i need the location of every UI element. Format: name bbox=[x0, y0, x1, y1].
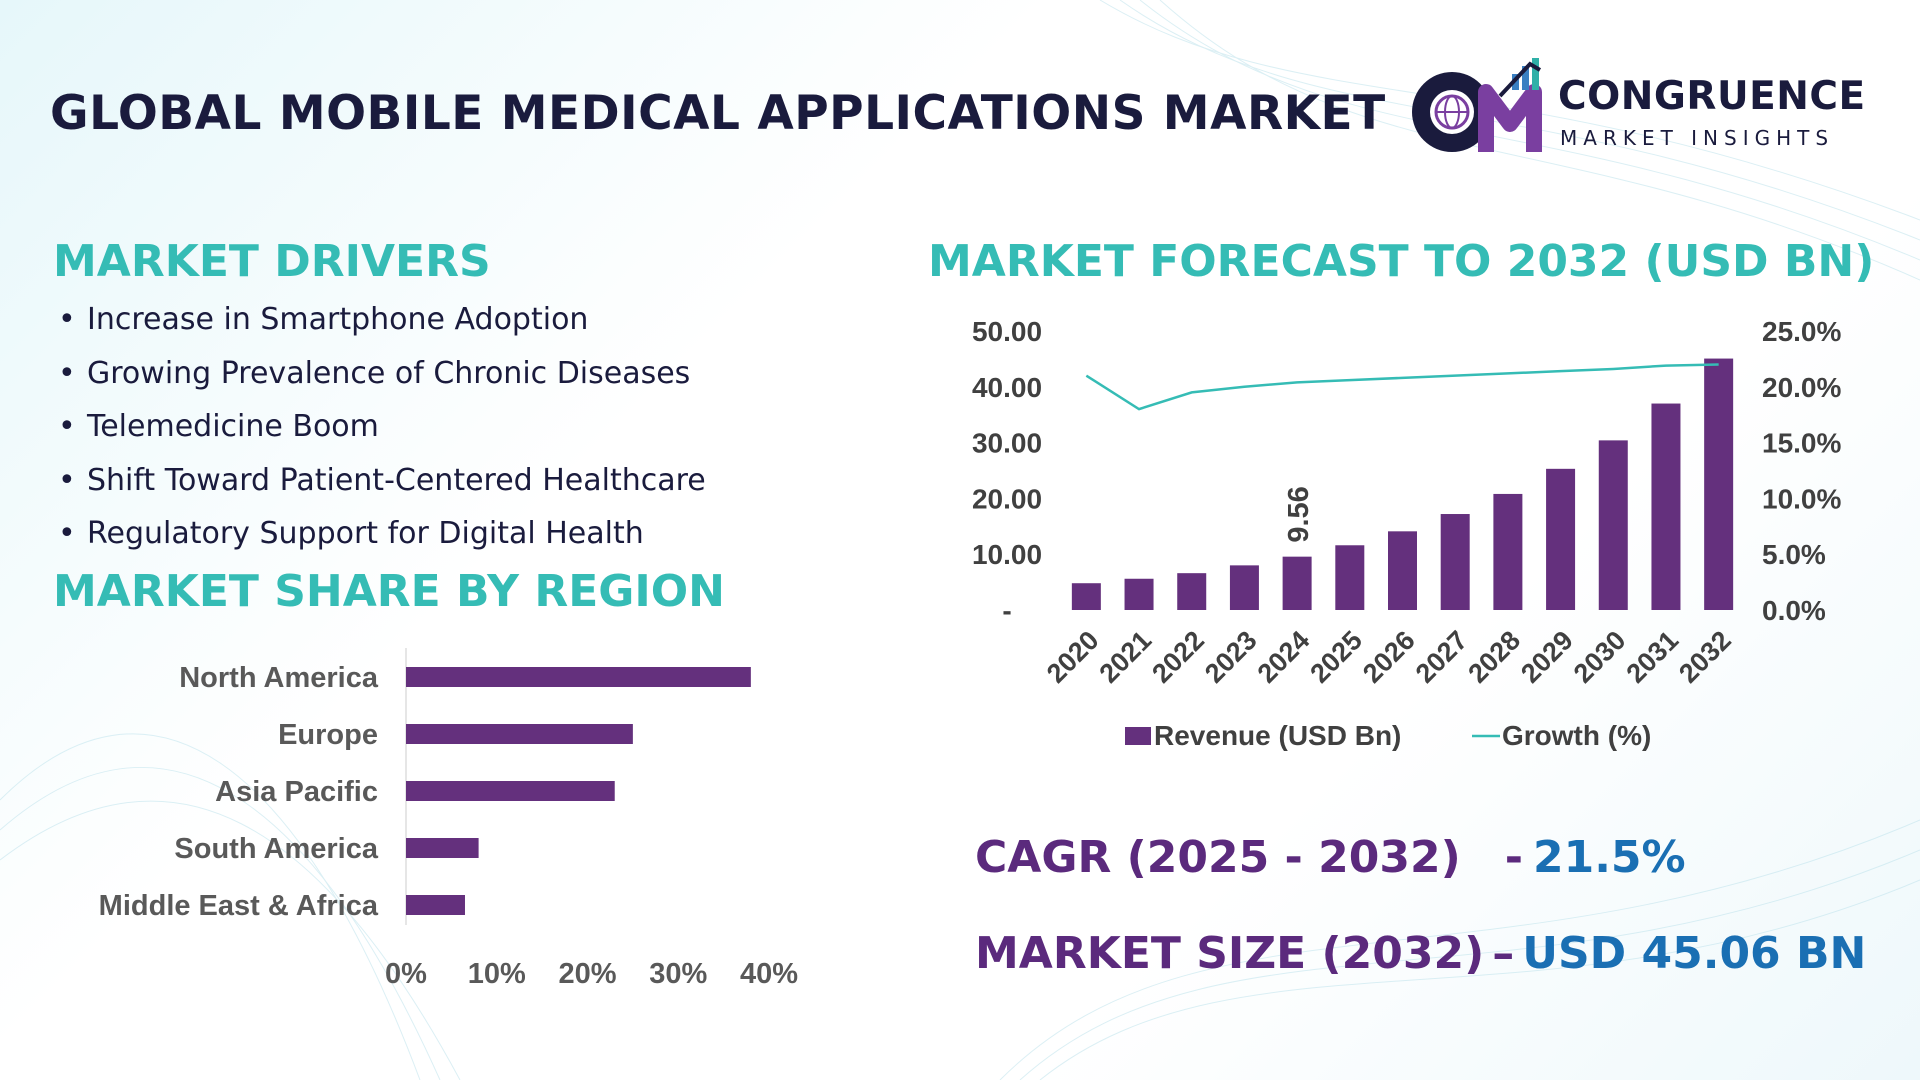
forecast-right-tick: 10.0% bbox=[1762, 483, 1841, 514]
list-item: • Regulatory Support for Digital Health bbox=[58, 516, 644, 551]
forecast-x-label: 2032 bbox=[1673, 625, 1737, 689]
forecast-bar bbox=[1335, 545, 1365, 610]
region-category-label: North America bbox=[179, 662, 379, 694]
forecast-x-label: 2021 bbox=[1094, 625, 1158, 689]
forecast-x-label: 2030 bbox=[1568, 625, 1632, 689]
page-title: GLOBAL MOBILE MEDICAL APPLICATIONS MARKE… bbox=[50, 86, 1386, 141]
forecast-bar bbox=[1546, 468, 1576, 610]
forecast-x-label: 2022 bbox=[1146, 625, 1210, 689]
region-category-label: South America bbox=[174, 833, 378, 865]
region-x-tick: 40% bbox=[740, 958, 798, 990]
forecast-right-tick: 20.0% bbox=[1762, 372, 1841, 403]
forecast-bar bbox=[1704, 358, 1734, 610]
drivers-heading: MARKET DRIVERS bbox=[53, 236, 491, 287]
forecast-bar bbox=[1388, 531, 1417, 610]
forecast-bar bbox=[1124, 578, 1154, 610]
forecast-x-label: 2031 bbox=[1621, 625, 1685, 689]
cagr-value: 21.5% bbox=[1532, 832, 1686, 883]
forecast-x-label: 2020 bbox=[1041, 625, 1105, 689]
forecast-x-label: 2026 bbox=[1357, 625, 1421, 689]
forecast-x-label: 2023 bbox=[1199, 625, 1263, 689]
region-bar bbox=[406, 724, 633, 744]
forecast-left-tick: 20.00 bbox=[972, 483, 1042, 514]
region-x-tick: 20% bbox=[558, 958, 616, 990]
legend-bar-swatch bbox=[1125, 727, 1151, 745]
list-item: • Telemedicine Boom bbox=[58, 409, 379, 444]
region-bar bbox=[406, 781, 615, 801]
market-size-kpi: MARKET SIZE (2032) – USD 45.06 BN bbox=[975, 928, 1867, 979]
forecast-x-label: 2029 bbox=[1515, 625, 1579, 689]
forecast-left-tick: 10.00 bbox=[972, 539, 1042, 570]
forecast-left-tick: 50.00 bbox=[972, 316, 1042, 347]
cagr-label: CAGR (2025 - 2032) bbox=[975, 832, 1461, 883]
forecast-right-tick: 25.0% bbox=[1762, 316, 1841, 347]
forecast-left-tick: - bbox=[1002, 595, 1011, 626]
forecast-data-label: 9.56 bbox=[1283, 486, 1315, 542]
list-item: • Shift Toward Patient-Centered Healthcar… bbox=[58, 462, 706, 498]
forecast-bar bbox=[1493, 493, 1523, 610]
brand-tagline: MARKET INSIGHTS bbox=[1560, 126, 1835, 150]
region-heading: MARKET SHARE BY REGION bbox=[53, 566, 725, 617]
region-bar bbox=[406, 895, 465, 915]
brand-name: CONGRUENCE bbox=[1558, 74, 1866, 119]
forecast-x-label: 2024 bbox=[1252, 625, 1316, 689]
region-bar bbox=[406, 667, 751, 687]
growth-line bbox=[1085, 363, 1719, 411]
list-item: • Increase in Smartphone Adoption bbox=[58, 302, 589, 337]
cm-globe-chart-logo-icon bbox=[1412, 58, 1542, 152]
drivers-list: • Increase in Smartphone Adoption • Growin… bbox=[58, 300, 706, 568]
legend-growth-label: Growth (%) bbox=[1502, 720, 1651, 751]
forecast-chart: - 10.00 20.00 30.00 40.00 50.00 0.0% 5.0% 10.0% 1… bbox=[972, 316, 1842, 751]
forecast-left-tick: 40.00 bbox=[972, 372, 1042, 403]
region-category-label: Asia Pacific bbox=[215, 776, 378, 808]
forecast-bar bbox=[1651, 403, 1681, 610]
forecast-bar bbox=[1440, 514, 1470, 610]
forecast-bar bbox=[1071, 583, 1101, 610]
brand-logo bbox=[1412, 58, 1542, 152]
forecast-right-tick: 15.0% bbox=[1762, 428, 1841, 459]
region-x-tick: 0% bbox=[385, 958, 427, 990]
region-x-tick: 30% bbox=[649, 958, 707, 990]
forecast-bar bbox=[1282, 556, 1312, 610]
region-category-label: Middle East & Africa bbox=[99, 890, 379, 922]
forecast-bar bbox=[1229, 565, 1259, 610]
forecast-bar bbox=[1177, 573, 1207, 610]
region-bar bbox=[406, 838, 479, 858]
forecast-right-tick: 0.0% bbox=[1762, 595, 1826, 626]
forecast-right-tick: 5.0% bbox=[1762, 539, 1826, 570]
region-x-tick: 10% bbox=[468, 958, 526, 990]
cagr-kpi: CAGR (2025 - 2032) -21.5% bbox=[975, 832, 1686, 883]
list-item: • Growing Prevalence of Chronic Diseases bbox=[58, 355, 691, 391]
forecast-x-label: 2025 bbox=[1304, 625, 1368, 689]
market-size-value: USD 45.06 BN bbox=[1522, 928, 1867, 979]
forecast-bar bbox=[1598, 440, 1628, 610]
forecast-x-label: 2028 bbox=[1462, 625, 1526, 689]
region-share-chart: North America Europe Asia Pacific South Ame… bbox=[99, 648, 798, 990]
forecast-left-tick: 30.00 bbox=[972, 428, 1042, 459]
market-size-label: MARKET SIZE (2032) bbox=[975, 928, 1485, 979]
forecast-x-label: 2027 bbox=[1410, 625, 1474, 689]
region-category-label: Europe bbox=[278, 719, 378, 751]
legend-revenue-label: Revenue (USD Bn) bbox=[1154, 720, 1401, 751]
forecast-heading: MARKET FORECAST TO 2032 (USD BN) bbox=[928, 236, 1875, 287]
